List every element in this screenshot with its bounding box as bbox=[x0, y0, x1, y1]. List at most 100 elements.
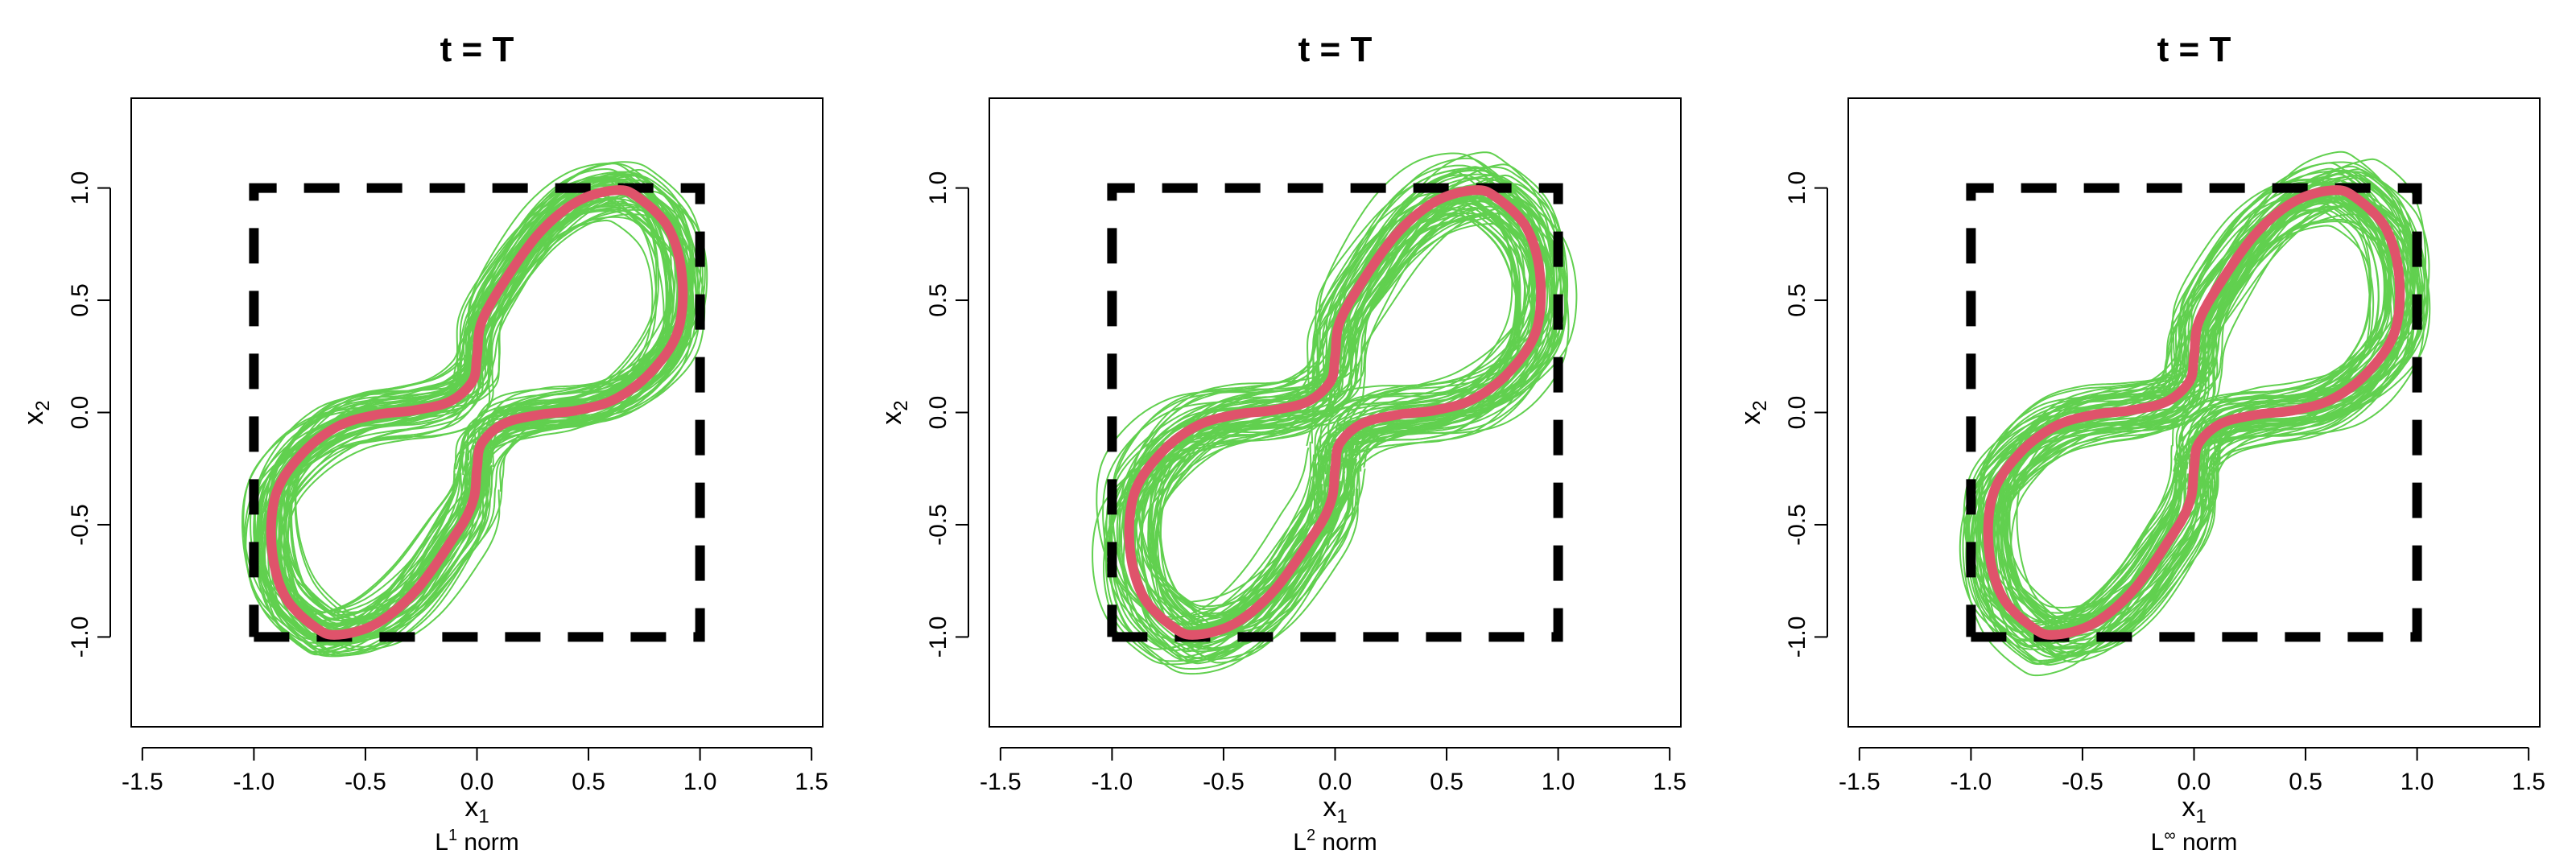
panel-caption: L2 norm bbox=[1293, 827, 1377, 856]
trajectory-line bbox=[1965, 208, 2380, 642]
trajectory-line bbox=[1971, 192, 2372, 633]
y-axis-label-sub: 2 bbox=[890, 400, 912, 410]
panel-title: t = T bbox=[440, 30, 514, 69]
y-axis-label-sub: 2 bbox=[1749, 400, 1771, 410]
x-tick-label: 1.0 bbox=[2401, 769, 2434, 795]
y-tick-label: 1.0 bbox=[1784, 171, 1810, 205]
x-tick-label: -1.5 bbox=[980, 769, 1022, 795]
caption-post: norm bbox=[2176, 829, 2238, 856]
x-tick-label: -0.5 bbox=[345, 769, 386, 795]
x-axis-label-main: x bbox=[464, 792, 478, 823]
x-tick-label: -0.5 bbox=[1203, 769, 1245, 795]
x-axis: -1.5 -1.0 -0.5 0.0 0.5 1.0 1.5 bbox=[122, 747, 828, 795]
y-tick-label: 0.0 bbox=[925, 396, 952, 430]
y-tick-label: -0.5 bbox=[67, 504, 93, 546]
trajectory-line bbox=[268, 177, 659, 614]
x-tick-label: 1.5 bbox=[795, 769, 828, 795]
y-tick-label: 1.0 bbox=[925, 171, 952, 205]
trajectory-ensemble bbox=[242, 161, 708, 658]
x-axis-label: x1 bbox=[464, 792, 489, 827]
trajectory-line bbox=[264, 177, 658, 616]
y-axis: -1.0 -0.5 0.0 0.5 1.0 bbox=[1784, 171, 1828, 658]
trajectory-line bbox=[1131, 194, 1578, 661]
x-tick-label: 1.0 bbox=[1542, 769, 1575, 795]
trajectory-line bbox=[1996, 198, 2391, 609]
x-axis-label-sub: 1 bbox=[478, 806, 489, 827]
panel-caption: L∞ norm bbox=[2151, 827, 2238, 856]
y-axis-label-main: x bbox=[19, 411, 49, 425]
plot-frame bbox=[1847, 97, 2541, 728]
trajectory-ensemble bbox=[1959, 151, 2431, 677]
trajectory-line bbox=[265, 161, 706, 625]
x-tick-label: 0.0 bbox=[2178, 769, 2211, 795]
x-axis: -1.5 -1.0 -0.5 0.0 0.5 1.0 1.5 bbox=[980, 747, 1686, 795]
panel-title: t = T bbox=[1298, 30, 1373, 69]
trajectory-line bbox=[1980, 181, 2388, 614]
x-tick-label: 0.5 bbox=[572, 769, 605, 795]
caption-sup: 1 bbox=[448, 827, 457, 844]
x-tick-label: 1.5 bbox=[2512, 769, 2545, 795]
panel-3: t = T -1.5 -1.0 -0.5 0.0 0.5 1.0 1.5 -1.0 -0.5 0.0… bbox=[1736, 30, 2545, 856]
trajectory-line bbox=[263, 207, 672, 636]
caption-sup: ∞ bbox=[2164, 827, 2175, 844]
trajectory-line bbox=[269, 183, 692, 656]
x-tick-label: -1.5 bbox=[1839, 769, 1880, 795]
trajectory-line bbox=[1129, 177, 1563, 650]
y-axis-label: x2 bbox=[1736, 400, 1771, 424]
y-tick-label: -0.5 bbox=[1784, 504, 1810, 546]
x-tick-label: 1.0 bbox=[683, 769, 717, 795]
x-tick-label: 0.5 bbox=[2289, 769, 2322, 795]
caption-pre: L bbox=[2151, 829, 2165, 856]
trajectory-ensemble bbox=[1092, 151, 1578, 675]
reference-box bbox=[249, 183, 705, 642]
x-axis: -1.5 -1.0 -0.5 0.0 0.5 1.0 1.5 bbox=[1839, 747, 2545, 795]
y-tick-label: 0.5 bbox=[67, 283, 93, 317]
plot-frame bbox=[989, 97, 1682, 728]
caption-pre: L bbox=[435, 829, 448, 856]
y-tick-label: -1.0 bbox=[1784, 617, 1810, 658]
x-tick-label: -1.5 bbox=[122, 769, 163, 795]
x-axis-label-main: x bbox=[1323, 792, 1336, 823]
x-tick-label: -1.0 bbox=[1951, 769, 1992, 795]
target-curve bbox=[1124, 185, 1546, 640]
trajectory-line bbox=[271, 179, 704, 630]
trajectory-line bbox=[2005, 196, 2425, 663]
panel-2: t = T -1.5 -1.0 -0.5 0.0 0.5 1.0 1.5 -1.0 -0.5 0.0… bbox=[877, 30, 1686, 856]
y-tick-label: 0.0 bbox=[1784, 396, 1810, 430]
trajectory-line bbox=[266, 178, 701, 655]
y-axis: -1.0 -0.5 0.0 0.5 1.0 bbox=[925, 171, 969, 658]
x-tick-label: -1.0 bbox=[233, 769, 275, 795]
caption-sup: 2 bbox=[1307, 827, 1315, 844]
trajectory-line bbox=[1136, 212, 1557, 653]
target-curve bbox=[266, 185, 688, 640]
x-axis-label: x1 bbox=[2182, 792, 2206, 827]
y-tick-label: 1.0 bbox=[67, 171, 93, 205]
plot-frame bbox=[130, 97, 824, 728]
x-tick-label: 0.0 bbox=[460, 769, 494, 795]
panel-1: t = T -1.5 -1.0 -0.5 0.0 0.5 1.0 1.5 -1.0 -0.5 0.0… bbox=[19, 30, 828, 856]
x-axis-label: x1 bbox=[1323, 792, 1347, 827]
y-tick-label: 0.5 bbox=[925, 283, 952, 317]
x-axis-label-main: x bbox=[2182, 792, 2195, 823]
caption-post: norm bbox=[1315, 829, 1377, 856]
panel-title: t = T bbox=[2157, 30, 2231, 69]
trajectory-line bbox=[263, 196, 669, 647]
trajectory-line bbox=[295, 185, 693, 620]
x-tick-label: 0.0 bbox=[1319, 769, 1352, 795]
y-tick-label: -0.5 bbox=[925, 504, 952, 546]
trajectory-line bbox=[1147, 198, 1570, 664]
target-curve bbox=[1983, 185, 2405, 640]
y-tick-label: 0.5 bbox=[1784, 283, 1810, 317]
trajectory-line bbox=[1103, 212, 1534, 662]
x-tick-label: 1.5 bbox=[1653, 769, 1686, 795]
trajectory-line bbox=[1137, 173, 1558, 617]
x-tick-label: -0.5 bbox=[2062, 769, 2103, 795]
y-axis: -1.0 -0.5 0.0 0.5 1.0 bbox=[67, 171, 111, 658]
reference-box bbox=[1966, 183, 2422, 642]
trajectory-line bbox=[2008, 175, 2414, 629]
trajectory-line bbox=[257, 195, 665, 650]
x-tick-label: -1.0 bbox=[1092, 769, 1133, 795]
panel-caption: L1 norm bbox=[435, 827, 519, 856]
